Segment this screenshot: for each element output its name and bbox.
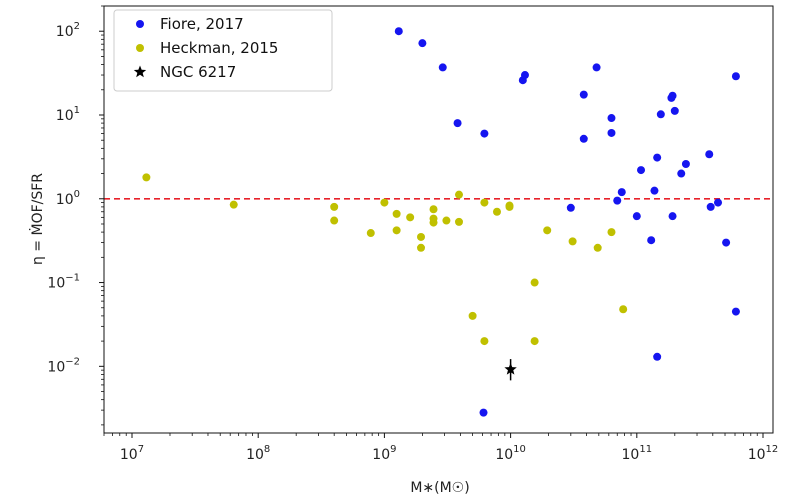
data-point: [568, 237, 577, 246]
data-point: [677, 169, 686, 178]
data-point: [418, 39, 427, 48]
y-axis-label: η = ṀOF/SFR: [28, 173, 46, 265]
x-tick-label: 109: [372, 444, 396, 463]
data-point: [731, 307, 740, 316]
data-point: [668, 212, 677, 221]
data-point: [637, 166, 646, 175]
data-point: [454, 217, 463, 226]
data-point: [593, 243, 602, 252]
data-point: [480, 129, 489, 138]
data-point: [438, 63, 447, 72]
data-point: [330, 216, 339, 225]
data-point: [566, 203, 575, 212]
y-tick-label: 10−2: [47, 356, 80, 375]
y-tick-label: 102: [56, 21, 80, 40]
data-point: [417, 243, 426, 252]
data-point: [330, 202, 339, 211]
data-point: [613, 196, 622, 205]
data-point: [647, 236, 656, 245]
data-points-layer: [142, 27, 740, 417]
data-point: [607, 228, 616, 237]
plot-frame: [103, 5, 774, 434]
data-point: [617, 188, 626, 197]
data-point: [229, 200, 238, 209]
data-point: [480, 337, 489, 346]
legend-label: Heckman, 2015: [160, 39, 278, 57]
data-point: [722, 238, 731, 247]
legend-box: [113, 9, 333, 92]
legend-label: Fiore, 2017: [160, 15, 244, 33]
data-point: [731, 72, 740, 81]
data-point: [406, 213, 415, 222]
series-3: [504, 359, 517, 381]
data-point: [530, 337, 539, 346]
x-tick-label: 107: [120, 444, 144, 463]
data-point: [656, 110, 665, 119]
data-point: [453, 119, 462, 128]
series-1: [394, 27, 740, 417]
data-point: [492, 207, 501, 216]
y-axis: 10−2 10−1 100 101 102: [47, 5, 104, 426]
data-point: [429, 218, 438, 227]
data-point: [392, 226, 401, 235]
data-point: [468, 311, 477, 320]
data-point: [530, 278, 539, 287]
data-point: [142, 173, 151, 182]
data-point: [607, 128, 616, 137]
data-point: [632, 212, 641, 221]
y-tick-label: 101: [56, 105, 80, 124]
x-tick-label: 108: [246, 444, 270, 463]
data-point: [670, 106, 679, 115]
data-point: [653, 352, 662, 361]
data-point: [380, 198, 389, 207]
data-point: [392, 209, 401, 218]
data-point: [714, 198, 723, 207]
x-tick-label: 1012: [748, 444, 779, 463]
data-point: [394, 27, 403, 36]
data-point: [706, 202, 715, 211]
data-point: [417, 232, 426, 241]
x-axis: 107 108 109 1010 1011 1012: [103, 433, 779, 463]
legend: Fiore, 2017 Heckman, 2015 NGC 6217: [113, 9, 333, 92]
data-point: [681, 160, 690, 169]
series-2: [142, 173, 628, 346]
y-tick-label: 100: [56, 189, 80, 208]
data-point: [650, 186, 659, 195]
x-tick-label: 1010: [495, 444, 526, 463]
data-point: [479, 408, 488, 417]
legend-label: NGC 6217: [160, 63, 236, 81]
data-point-star: [504, 362, 517, 375]
data-point: [668, 91, 677, 100]
x-axis-label: M∗(M☉): [410, 480, 469, 496]
data-point: [579, 134, 588, 143]
data-point: [429, 205, 438, 214]
x-tick-label: 1011: [622, 444, 653, 463]
legend-marker: [136, 20, 144, 28]
data-point: [607, 114, 616, 123]
data-point: [705, 150, 714, 159]
data-point: [619, 305, 628, 314]
data-point: [579, 90, 588, 99]
data-point: [505, 201, 514, 210]
data-point: [442, 216, 451, 225]
data-point: [653, 153, 662, 162]
data-point: [520, 71, 529, 80]
data-point: [592, 63, 601, 72]
data-point: [480, 198, 489, 207]
data-point: [543, 226, 552, 235]
y-tick-label: 10−1: [47, 273, 80, 292]
data-point: [454, 190, 463, 199]
legend-marker: [136, 44, 144, 52]
data-point: [366, 229, 375, 238]
legend-marker-star: [133, 65, 147, 78]
